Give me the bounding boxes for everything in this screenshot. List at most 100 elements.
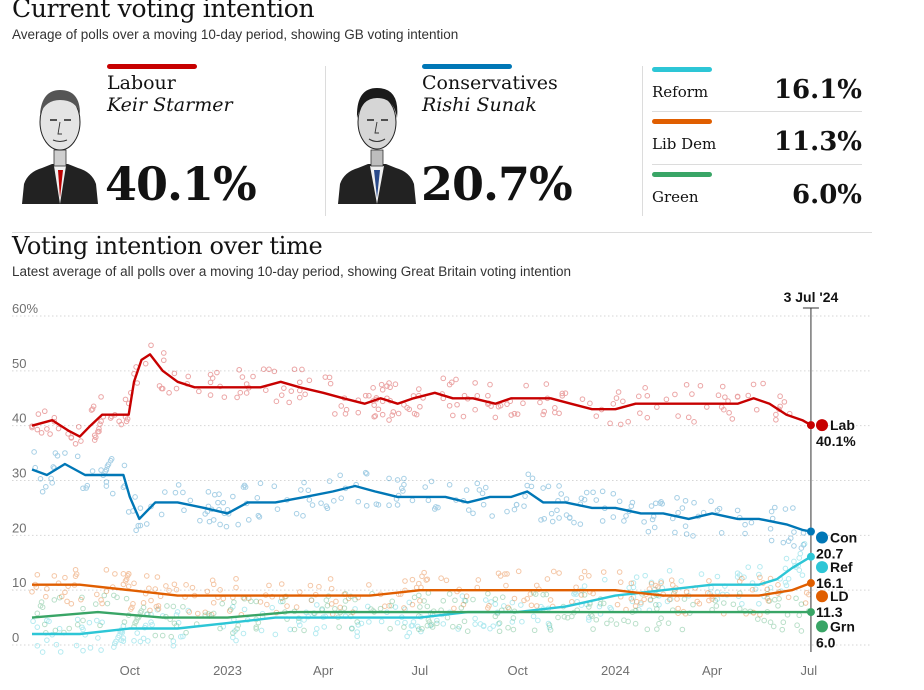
poll-dot [177, 633, 184, 640]
poll-dot [56, 625, 63, 632]
poll-dot [80, 617, 86, 624]
poll-dot [253, 624, 260, 630]
poll-dot [549, 518, 556, 525]
poll-dot [308, 597, 315, 603]
poll-dot [577, 521, 584, 527]
poll-dot [254, 495, 261, 501]
poll-dot [155, 603, 162, 609]
poll-dot [633, 574, 640, 580]
poll-dot [649, 516, 656, 523]
poll-dot [559, 390, 566, 397]
poll-dot [39, 649, 46, 655]
poll-dot [685, 414, 692, 421]
poll-dot [382, 603, 388, 609]
poll-dot [258, 627, 265, 634]
series-label-dot [816, 531, 828, 544]
poll-dot [424, 622, 431, 629]
poll-dot [555, 614, 561, 621]
poll-dot [556, 410, 562, 417]
poll-dot [321, 624, 328, 630]
series-name-label: Ref [830, 559, 853, 575]
poll-dot [793, 595, 799, 602]
poll-dot [714, 507, 721, 514]
poll-dot [406, 599, 413, 606]
poll-dot [262, 387, 269, 394]
poll-dot [210, 599, 217, 606]
poll-dot [530, 613, 537, 620]
poll-dot [629, 499, 636, 506]
poll-dot [134, 380, 141, 386]
poll-dot [734, 507, 741, 514]
poll-dot [349, 625, 355, 632]
labour-color-bar [107, 64, 197, 69]
poll-dot [658, 615, 664, 622]
poll-dot [621, 518, 627, 524]
poll-dot [509, 619, 516, 625]
date-marker-label: 3 Jul '24 [784, 289, 839, 305]
chart-subtitle: Latest average of all polls over a movin… [12, 264, 572, 279]
poll-dot [122, 396, 129, 403]
poll-dot [296, 379, 303, 386]
poll-dot [422, 484, 428, 490]
poll-dot [694, 598, 701, 605]
poll-dot [185, 607, 192, 614]
poll-dot [35, 411, 42, 417]
poll-dot [234, 625, 240, 632]
poll-dot [547, 627, 554, 633]
poll-dot [143, 521, 150, 527]
poll-dot [137, 638, 144, 645]
poll-dot [801, 541, 808, 547]
poll-dot [116, 418, 122, 425]
poll-dot [596, 603, 603, 610]
poll-dot [349, 625, 355, 631]
poll-dot [62, 450, 68, 456]
conservative-color-bar [422, 64, 512, 69]
poll-dot [764, 595, 771, 602]
poll-dot [296, 589, 303, 595]
poll-dot [650, 513, 657, 520]
poll-dot [129, 604, 135, 611]
poll-dot [750, 381, 757, 388]
poll-dot [463, 593, 470, 599]
poll-dot [138, 608, 145, 614]
poll-dot [104, 600, 111, 607]
poll-dot [386, 417, 392, 423]
poll-dot [645, 528, 652, 535]
poll-dot [607, 604, 613, 611]
poll-dot [185, 373, 192, 380]
poll-dot [80, 626, 86, 633]
poll-dot [51, 573, 58, 579]
poll-dot [107, 457, 114, 464]
poll-dot [599, 518, 606, 524]
poll-dot [543, 591, 550, 598]
poll-dot [64, 598, 70, 605]
poll-dot [546, 624, 553, 631]
poll-dot [164, 603, 170, 609]
poll-dot [791, 543, 797, 549]
poll-dot [413, 411, 420, 418]
poll-dot [522, 493, 528, 499]
poll-dot [416, 626, 422, 633]
poll-dot [495, 621, 502, 627]
poll-dot [672, 391, 678, 398]
poll-dot [503, 582, 509, 589]
poll-dot [166, 587, 172, 594]
poll-dot [72, 566, 79, 573]
conservative-value: 20.7% [421, 157, 573, 211]
poll-dot [171, 620, 178, 627]
poll-dot [210, 517, 217, 523]
poll-dot [477, 621, 484, 627]
poll-dot [80, 605, 86, 612]
poll-dot [400, 488, 406, 494]
poll-dot [112, 571, 118, 577]
poll-dot [787, 535, 794, 541]
poll-dot [647, 597, 654, 604]
poll-dot [31, 449, 37, 455]
poll-dot [211, 491, 218, 498]
poll-dot [679, 626, 686, 633]
poll-dot [120, 484, 127, 491]
poll-dot [411, 594, 418, 601]
poll-dot [550, 568, 557, 575]
poll-dot [152, 632, 159, 639]
poll-dot [501, 603, 507, 609]
